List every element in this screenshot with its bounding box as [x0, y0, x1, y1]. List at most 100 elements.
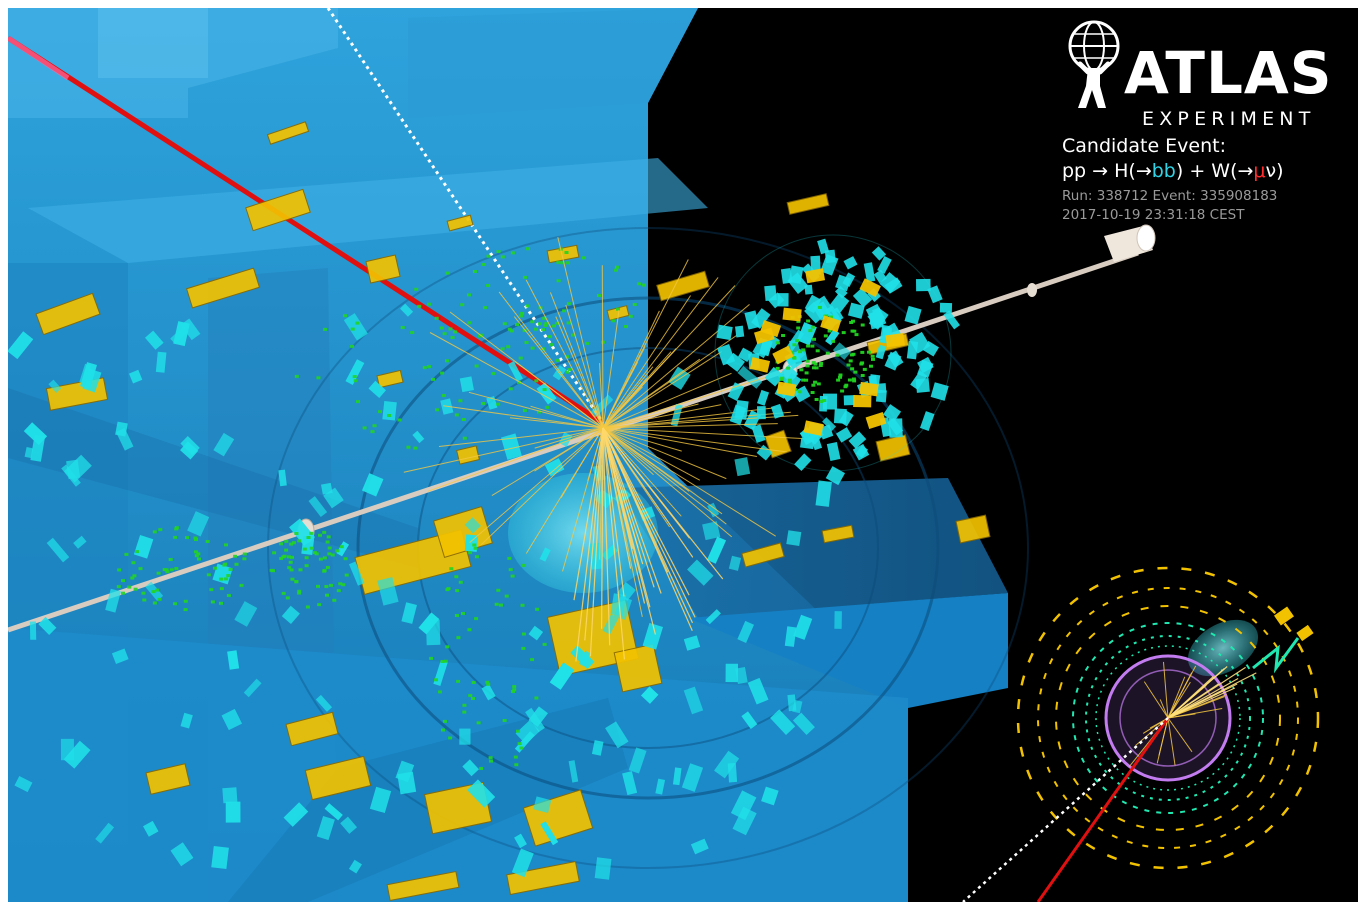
cluster-green-hit: [847, 378, 852, 382]
inset-track: [1167, 676, 1186, 719]
cluster-calo-cell: [865, 412, 887, 429]
muon-hit: [681, 763, 704, 792]
jet-track: [575, 427, 604, 662]
cluster-calo-cell: [754, 327, 775, 345]
inner-hit: [193, 550, 198, 554]
cluster-calo-cell: [749, 357, 771, 373]
muon-hit: [180, 712, 193, 729]
inset-jet-arm: [1252, 606, 1314, 674]
inner-hit: [233, 554, 238, 558]
cluster-green-hit: [843, 385, 848, 389]
cluster-hit: [770, 403, 785, 419]
inner-hit: [429, 656, 434, 660]
inner-hit: [196, 552, 201, 556]
muon-hit: [320, 482, 333, 495]
inner-hit: [294, 374, 299, 378]
muon-hit: [728, 555, 742, 571]
cluster-hit: [766, 335, 780, 350]
particle-track: [602, 427, 654, 476]
muon-hit: [345, 359, 365, 386]
jet-track: [602, 427, 655, 588]
inner-hit: [445, 588, 450, 592]
particle-track: [514, 361, 604, 429]
inner-hit: [483, 306, 488, 310]
particle-track: [403, 427, 604, 473]
inner-hit: [560, 261, 565, 265]
inner-hit: [507, 327, 512, 331]
muon-hit: [464, 517, 481, 534]
calorimeter-cell: [185, 267, 261, 309]
muon-hit: [727, 762, 738, 783]
muon-hit: [591, 740, 604, 756]
inner-hit: [455, 589, 460, 593]
inner-hit: [324, 585, 329, 588]
cluster-green-hit: [816, 382, 821, 386]
inner-hit: [564, 251, 569, 254]
inner-hit: [502, 719, 507, 722]
muon-hit: [336, 541, 350, 557]
cluster-green-hit: [838, 373, 843, 377]
cluster-green-hit: [796, 326, 801, 330]
inner-hit: [443, 659, 448, 663]
inner-hit: [581, 256, 586, 260]
muon-hit: [227, 650, 240, 670]
muon-hit: [243, 678, 262, 698]
particle-track: [602, 304, 750, 429]
inner-hit: [454, 614, 459, 617]
cluster-green-hit: [795, 339, 800, 343]
inner-hit: [297, 591, 302, 595]
inner-hit: [461, 418, 466, 421]
cluster-green-hit: [870, 354, 875, 358]
inner-hit: [322, 556, 327, 560]
cluster-green-hit: [801, 348, 806, 352]
muon-hit: [459, 728, 471, 745]
muon-hit: [368, 380, 387, 398]
inner-hit: [496, 250, 501, 253]
jet-track: [602, 427, 625, 597]
inner-hit: [330, 553, 335, 557]
particle-track: [602, 427, 701, 481]
cluster-hit: [871, 246, 887, 261]
muon-hit: [116, 427, 134, 451]
cluster-green-hit: [787, 378, 792, 382]
inner-hit: [567, 368, 572, 371]
cluster-green-hit: [775, 341, 780, 345]
inner-hit: [537, 322, 542, 326]
particle-track: [429, 332, 604, 429]
cluster-green-hit: [775, 366, 780, 370]
particle-track: [427, 427, 604, 492]
jet-track: [602, 427, 651, 608]
calorimeter-cell: [145, 763, 191, 795]
inner-hit: [318, 557, 323, 561]
inner-hit: [344, 573, 349, 577]
cluster-green-hit: [848, 359, 853, 363]
muon-hit: [628, 747, 647, 774]
particle-track: [602, 309, 620, 429]
cluster-hit: [843, 395, 855, 406]
cluster-hit: [930, 382, 949, 401]
inner-hit: [350, 344, 355, 348]
inner-hit: [213, 566, 217, 570]
cluster-hit: [716, 324, 733, 341]
cluster-green-hit: [840, 389, 845, 393]
inner-hit: [174, 567, 179, 570]
calorimeter-cell: [656, 270, 710, 302]
cluster-green-hit: [811, 383, 816, 387]
inner-hit: [458, 580, 463, 584]
calorimeter-cell: [35, 292, 101, 336]
inner-hit: [173, 602, 178, 606]
inner-hit: [325, 593, 329, 597]
atlas-figure-icon: [1068, 20, 1120, 108]
inner-hit: [518, 356, 523, 360]
cluster-hit: [735, 325, 745, 338]
inner-hit: [445, 645, 450, 649]
muon-hit: [568, 760, 579, 783]
muon-hit: [605, 721, 629, 749]
cluster-green-hit: [819, 400, 824, 403]
inner-hit: [471, 681, 476, 684]
muon-hit: [730, 790, 757, 821]
particle-track: [587, 427, 604, 482]
inner-hit: [471, 697, 476, 700]
muon-hit: [761, 786, 779, 806]
cluster-calo-cell: [805, 268, 826, 284]
